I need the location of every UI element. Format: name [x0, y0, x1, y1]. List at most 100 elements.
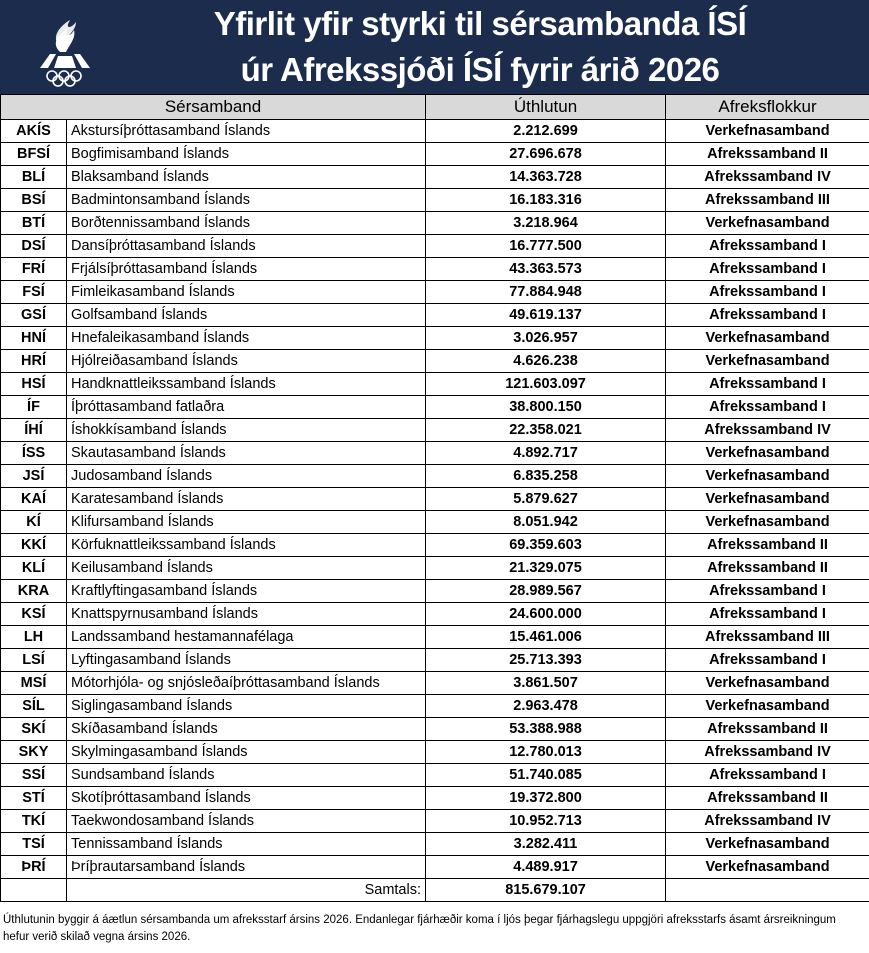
- table-row: LH Landssamband hestamannafélaga 15.461.00…: [0, 625, 869, 649]
- federation-code: TSÍ: [0, 832, 67, 856]
- federation-code: KSÍ: [0, 602, 67, 626]
- total-empty-cell: [0, 878, 67, 902]
- federation-code: HRÍ: [0, 349, 67, 373]
- category: Afrekssamband II: [665, 142, 869, 166]
- federation-name: Þríþrautarsamband Íslands: [65, 855, 427, 879]
- federation-name: Blaksamband Íslands: [65, 165, 427, 189]
- federation-code: LH: [0, 625, 67, 649]
- federation-name: Akstursíþróttasamband Íslands: [65, 119, 427, 143]
- allocation-amount: 3.218.964: [425, 211, 667, 235]
- federation-code: SKY: [0, 740, 67, 764]
- allocation-amount: 38.800.150: [425, 395, 667, 419]
- federation-code: SÍL: [0, 694, 67, 718]
- allocation-amount: 16.183.316: [425, 188, 667, 212]
- table-header-row: Sérsamband Úthlutun Afreksflokkur: [0, 94, 869, 120]
- page-title-line2: úr Afrekssjóði ÍSÍ fyrir árið 2026: [240, 51, 720, 88]
- federation-name: Siglingasamband Íslands: [65, 694, 427, 718]
- federation-name: Landssamband hestamannafélaga: [65, 625, 427, 649]
- category: Afrekssamband II: [665, 556, 869, 580]
- federation-code: SSÍ: [0, 763, 67, 787]
- allocation-amount: 5.879.627: [425, 487, 667, 511]
- allocation-amount: 4.489.917: [425, 855, 667, 879]
- allocation-amount: 19.372.800: [425, 786, 667, 810]
- category: Afrekssamband I: [665, 257, 869, 281]
- federation-name: Fimleikasamband Íslands: [65, 280, 427, 304]
- category: Afrekssamband I: [665, 602, 869, 626]
- federation-name: Handknattleikssamband Íslands: [65, 372, 427, 396]
- category: Verkefnasamband: [665, 510, 869, 534]
- total-row: Samtals: 815.679.107: [0, 878, 869, 902]
- total-value: 815.679.107: [425, 878, 667, 902]
- category: Verkefnasamband: [665, 441, 869, 465]
- allocation-amount: 69.359.603: [425, 533, 667, 557]
- category: Afrekssamband IV: [665, 165, 869, 189]
- category: Afrekssamband II: [665, 533, 869, 557]
- allocation-amount: 4.892.717: [425, 441, 667, 465]
- table-row: ÍHÍ Íshokkísamband Íslands 22.358.021 Afrek…: [0, 418, 869, 442]
- category: Verkefnasamband: [665, 487, 869, 511]
- federation-name: Skylmingasamband Íslands: [65, 740, 427, 764]
- federation-name: Golfsamband Íslands: [65, 303, 427, 327]
- allocation-amount: 77.884.948: [425, 280, 667, 304]
- federation-code: HSÍ: [0, 372, 67, 396]
- column-header-sersamband: Sérsamband: [0, 94, 427, 120]
- federation-name: Knattspyrnusamband Íslands: [65, 602, 427, 626]
- federation-code: FRÍ: [0, 257, 67, 281]
- table-row: TSÍ Tennissamband Íslands 3.282.411 Verkefn…: [0, 832, 869, 856]
- table-row: SKÍ Skíðasamband Íslands 53.388.988 Afrekss…: [0, 717, 869, 741]
- allocation-amount: 6.835.258: [425, 464, 667, 488]
- footnote: Úthlutunin byggir á áætlun sérsambanda u…: [3, 914, 836, 943]
- federation-code: TKÍ: [0, 809, 67, 833]
- table-row: ÞRÍ Þríþrautarsamband Íslands 4.489.917 Ver…: [0, 855, 869, 879]
- table-row: ÍSS Skautasamband Íslands 4.892.717 Verkefn…: [0, 441, 869, 465]
- federation-code: KLÍ: [0, 556, 67, 580]
- federation-name: Karatesamband Íslands: [65, 487, 427, 511]
- table-row: SÍL Siglingasamband Íslands 2.963.478 Verke…: [0, 694, 869, 718]
- category: Afrekssamband I: [665, 280, 869, 304]
- category: Verkefnasamband: [665, 326, 869, 350]
- allocation-amount: 2.212.699: [425, 119, 667, 143]
- federation-code: DSÍ: [0, 234, 67, 258]
- federation-name: Taekwondosamband Íslands: [65, 809, 427, 833]
- category: Afrekssamband IV: [665, 740, 869, 764]
- federation-code: MSÍ: [0, 671, 67, 695]
- table-row: ÍF Íþróttasamband fatlaðra 38.800.150 Afrek…: [0, 395, 869, 419]
- allocation-amount: 12.780.013: [425, 740, 667, 764]
- allocation-amount: 28.989.567: [425, 579, 667, 603]
- category: Afrekssamband III: [665, 625, 869, 649]
- table-row: BLÍ Blaksamband Íslands 14.363.728 Afrekssa…: [0, 165, 869, 189]
- table-row: LSÍ Lyftingasamband Íslands 25.713.393 Afre…: [0, 648, 869, 672]
- table-row: SSÍ Sundsamband Íslands 51.740.085 Afrekssa…: [0, 763, 869, 787]
- federation-code: BTÍ: [0, 211, 67, 235]
- table-row: JSÍ Judosamband Íslands 6.835.258 Verkefnas…: [0, 464, 869, 488]
- federation-name: Dansíþróttasamband Íslands: [65, 234, 427, 258]
- federation-code: ÍF: [0, 395, 67, 419]
- table-row: BTÍ Borðtennissamband Íslands 3.218.964 Ver…: [0, 211, 869, 235]
- federation-name: Skíðasamband Íslands: [65, 717, 427, 741]
- federation-code: SKÍ: [0, 717, 67, 741]
- allocation-amount: 2.963.478: [425, 694, 667, 718]
- federation-name: Sundsamband Íslands: [65, 763, 427, 787]
- table-row: KLÍ Keilusamband Íslands 21.329.075 Afrekss…: [0, 556, 869, 580]
- allocation-amount: 3.026.957: [425, 326, 667, 350]
- allocation-amount: 8.051.942: [425, 510, 667, 534]
- federation-name: Bogfimisamband Íslands: [65, 142, 427, 166]
- category: Afrekssamband I: [665, 303, 869, 327]
- federation-name: Keilusamband Íslands: [65, 556, 427, 580]
- total-empty-cell: [665, 878, 869, 902]
- allocation-amount: 121.603.097: [425, 372, 667, 396]
- federation-code: HNÍ: [0, 326, 67, 350]
- allocation-amount: 53.388.988: [425, 717, 667, 741]
- category: Afrekssamband II: [665, 717, 869, 741]
- federation-name: Hnefaleikasamband Íslands: [65, 326, 427, 350]
- federation-code: GSÍ: [0, 303, 67, 327]
- table-row: SKY Skylmingasamband Íslands 12.780.013 Afr…: [0, 740, 869, 764]
- allocation-amount: 27.696.678: [425, 142, 667, 166]
- table-row: BFSÍ Bogfimisamband Íslands 27.696.678 Afre…: [0, 142, 869, 166]
- page-title-line1: Yfirlit yfir styrki til sérsambanda ÍSÍ: [213, 5, 747, 42]
- federation-name: Frjálsíþróttasamband Íslands: [65, 257, 427, 281]
- table-row: KAÍ Karatesamband Íslands 5.879.627 Verkefn…: [0, 487, 869, 511]
- federation-name: Kraftlyftingasamband Íslands: [65, 579, 427, 603]
- table-row: TKÍ Taekwondosamband Íslands 10.952.713 Afr…: [0, 809, 869, 833]
- category: Afrekssamband III: [665, 188, 869, 212]
